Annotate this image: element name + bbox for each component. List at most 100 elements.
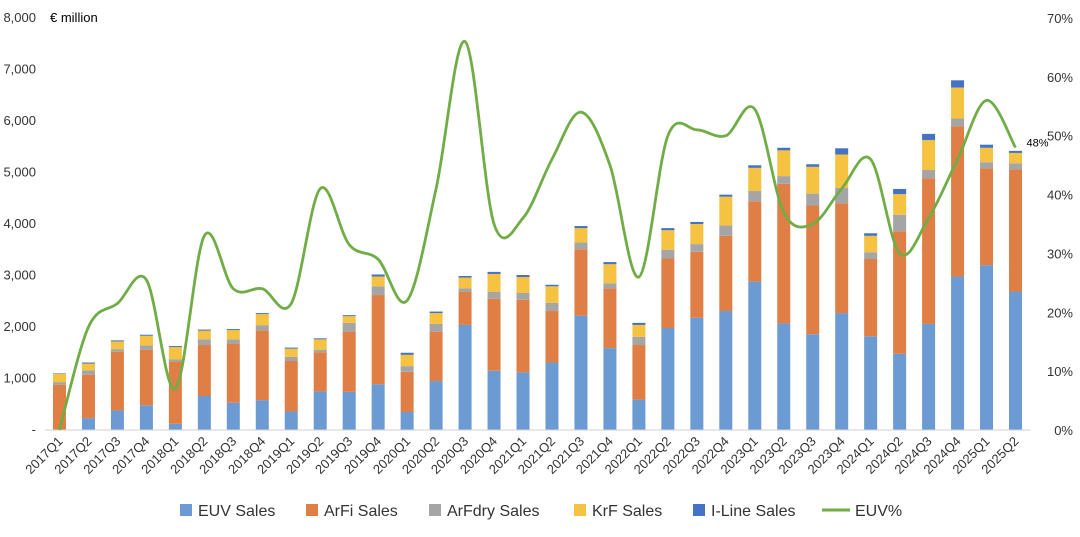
bar-arfi-sales-2021Q2 xyxy=(545,311,559,363)
bar-arfdry-sales-2021Q2 xyxy=(545,302,559,312)
bar-arfdry-sales-2020Q2 xyxy=(429,323,443,332)
bar-arfdry-sales-2024Q2 xyxy=(893,214,907,232)
bar-krf-sales-2020Q3 xyxy=(458,277,472,289)
bar-arfdry-sales-2017Q4 xyxy=(139,345,153,350)
bar-arfdry-sales-2017Q2 xyxy=(81,370,95,375)
bar-arfi-sales-2020Q2 xyxy=(429,331,443,382)
bar-i-line-sales-2018Q4 xyxy=(255,313,269,315)
bar-arfi-sales-2020Q3 xyxy=(458,291,472,325)
y-axis-left: - 1,000 2,000 3,000 4,000 5,000 6,000 7,000 8,00… xyxy=(3,10,36,437)
y-tick-label: 7,000 xyxy=(3,62,36,77)
bar-euv-sales-2022Q2 xyxy=(661,328,675,430)
bar-krf-sales-2021Q1 xyxy=(516,277,530,294)
bar-arfdry-sales-2023Q3 xyxy=(806,193,820,206)
y2-tick-label: 10% xyxy=(1047,364,1073,379)
bar-arfi-sales-2018Q3 xyxy=(226,344,240,403)
bar-arfi-sales-2018Q4 xyxy=(255,330,269,401)
bar-arfdry-sales-2023Q1 xyxy=(748,191,762,202)
bar-i-line-sales-2022Q3 xyxy=(690,221,704,224)
bar-euv-sales-2025Q2 xyxy=(1009,291,1023,430)
bar-arfi-sales-2025Q2 xyxy=(1009,169,1023,292)
bar-euv-sales-2021Q4 xyxy=(603,348,617,430)
bar-i-line-sales-2018Q3 xyxy=(226,329,240,331)
bar-arfdry-sales-2021Q4 xyxy=(603,283,617,289)
bar-arfi-sales-2021Q3 xyxy=(574,249,588,316)
bar-krf-sales-2023Q3 xyxy=(806,166,820,194)
bar-arfdry-sales-2019Q2 xyxy=(313,349,327,353)
bar-arfi-sales-2017Q3 xyxy=(110,351,124,411)
bar-arfdry-sales-2018Q4 xyxy=(255,325,269,331)
bar-i-line-sales-2020Q4 xyxy=(487,271,501,274)
euv-percent-line xyxy=(58,40,1017,431)
bar-euv-sales-2024Q3 xyxy=(922,323,936,430)
bar-arfdry-sales-2017Q3 xyxy=(110,349,124,352)
bar-krf-sales-2020Q2 xyxy=(429,313,443,324)
bar-euv-sales-2021Q2 xyxy=(545,362,559,430)
legend-label-krf-sales: KrF Sales xyxy=(592,503,662,520)
bar-euv-sales-2024Q2 xyxy=(893,353,907,430)
bar-arfdry-sales-2018Q1 xyxy=(168,359,182,363)
bar-arfdry-sales-2021Q1 xyxy=(516,293,530,300)
y-tick-label: 5,000 xyxy=(3,165,36,180)
bar-arfdry-sales-2018Q3 xyxy=(226,339,240,344)
y2-tick-label: 70% xyxy=(1047,11,1073,26)
bar-arfi-sales-2022Q1 xyxy=(632,345,646,400)
bar-krf-sales-2020Q1 xyxy=(400,354,414,367)
bar-krf-sales-2017Q4 xyxy=(139,335,153,346)
bar-arfdry-sales-2019Q3 xyxy=(342,322,356,332)
bar-i-line-sales-2020Q1 xyxy=(400,352,414,355)
bar-krf-sales-2024Q4 xyxy=(951,87,965,119)
bar-krf-sales-2020Q4 xyxy=(487,273,501,292)
bar-euv-sales-2023Q4 xyxy=(835,313,849,430)
bar-euv-sales-2019Q1 xyxy=(284,411,298,430)
bar-arfdry-sales-2018Q2 xyxy=(197,339,211,346)
bar-euv-sales-2018Q1 xyxy=(168,423,182,430)
bar-euv-sales-2018Q3 xyxy=(226,402,240,430)
bar-arfdry-sales-2024Q4 xyxy=(951,118,965,127)
bar-euv-sales-2022Q3 xyxy=(690,317,704,430)
legend-label-arfi-sales: ArFi Sales xyxy=(324,503,398,520)
y-tick-label: 1,000 xyxy=(3,371,36,386)
bar-arfi-sales-2024Q1 xyxy=(864,259,878,337)
y2-tick-label: 30% xyxy=(1047,246,1073,261)
bar-arfi-sales-2020Q4 xyxy=(487,298,501,371)
bar-i-line-sales-2024Q2 xyxy=(893,188,907,195)
bar-arfi-sales-2023Q3 xyxy=(806,205,820,335)
bar-arfi-sales-2022Q3 xyxy=(690,251,704,318)
bar-arfdry-sales-2024Q1 xyxy=(864,252,878,260)
legend-swatch-i-line-sales xyxy=(693,504,705,516)
bar-arfdry-sales-2017Q1 xyxy=(52,382,66,385)
bar-euv-sales-2023Q3 xyxy=(806,334,820,430)
legend-swatch-krf-sales xyxy=(574,504,586,516)
y-tick-label: 4,000 xyxy=(3,216,36,231)
bar-arfdry-sales-2022Q2 xyxy=(661,249,675,259)
bar-euv-sales-2020Q3 xyxy=(458,324,472,430)
bar-i-line-sales-2019Q1 xyxy=(284,347,298,349)
bar-euv-sales-2022Q1 xyxy=(632,399,646,430)
bar-krf-sales-2024Q1 xyxy=(864,235,878,253)
bar-i-line-sales-2022Q2 xyxy=(661,228,675,231)
bar-i-line-sales-2022Q1 xyxy=(632,322,646,325)
bar-arfi-sales-2019Q4 xyxy=(371,295,385,385)
bar-euv-sales-2023Q1 xyxy=(748,281,762,430)
bar-i-line-sales-2023Q1 xyxy=(748,165,762,168)
bar-i-line-sales-2023Q3 xyxy=(806,164,820,167)
bar-krf-sales-2022Q1 xyxy=(632,324,646,337)
y-tick-label: 6,000 xyxy=(3,113,36,128)
bar-krf-sales-2024Q3 xyxy=(922,140,936,170)
bar-krf-sales-2021Q4 xyxy=(603,264,617,284)
bar-i-line-sales-2023Q4 xyxy=(835,148,849,155)
unit-label: € million xyxy=(50,10,98,25)
y2-tick-label: 20% xyxy=(1047,305,1073,320)
bar-krf-sales-2017Q3 xyxy=(110,341,124,350)
bar-arfdry-sales-2025Q1 xyxy=(980,162,994,169)
bar-arfdry-sales-2021Q3 xyxy=(574,242,588,250)
bar-krf-sales-2019Q2 xyxy=(313,339,327,350)
bar-krf-sales-2025Q2 xyxy=(1009,152,1023,164)
bar-krf-sales-2023Q4 xyxy=(835,154,849,188)
legend-swatch-arfi-sales xyxy=(306,504,318,516)
bar-euv-sales-2021Q1 xyxy=(516,372,530,430)
bar-euv-sales-2017Q2 xyxy=(81,418,95,430)
bar-euv-sales-2017Q3 xyxy=(110,410,124,430)
bar-i-line-sales-2017Q2 xyxy=(81,362,95,364)
